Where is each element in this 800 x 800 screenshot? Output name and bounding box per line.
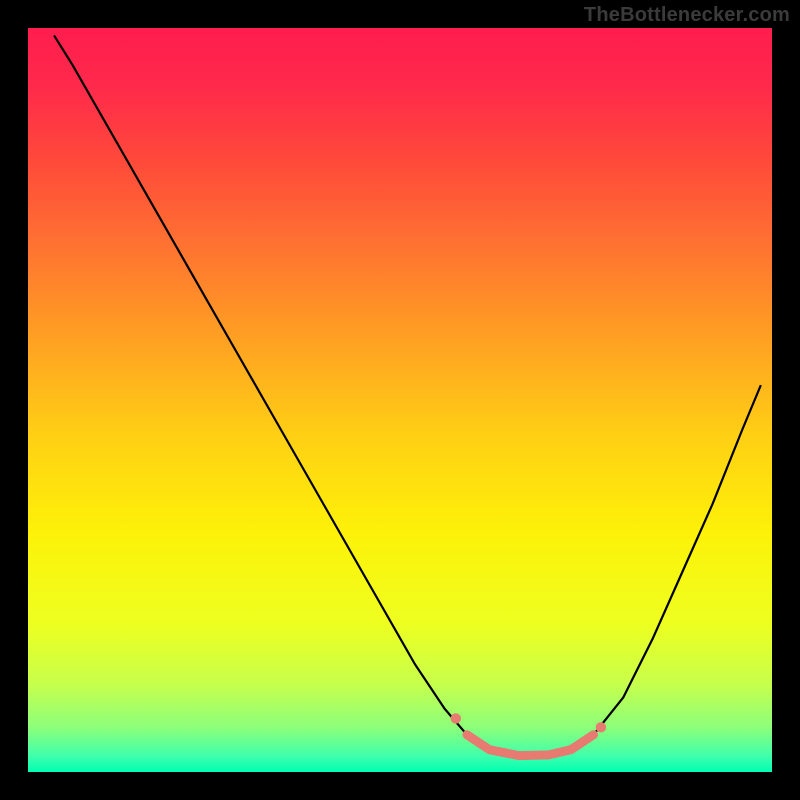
watermark-label: TheBottlenecker.com: [584, 4, 790, 27]
optimum-lead-dot: [451, 713, 461, 723]
optimum-tail-dot: [596, 722, 606, 732]
chart-svg: [0, 0, 800, 800]
plot-background: [28, 28, 772, 772]
chart-container: TheBottlenecker.com: [0, 0, 800, 800]
